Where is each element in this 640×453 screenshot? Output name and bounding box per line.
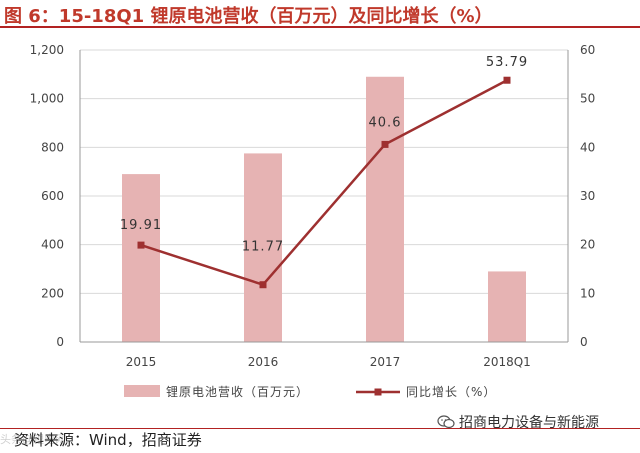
y-left-tick-label: 600 xyxy=(41,189,64,203)
chart-title-bar: 图 6：15-18Q1 锂原电池营收（百万元）及同比增长（%） xyxy=(0,0,640,28)
x-tick-label: 2016 xyxy=(248,355,279,369)
data-label: 40.6 xyxy=(369,115,402,130)
grid-lines xyxy=(80,49,568,294)
legend: 锂原电池营收（百万元） 同比增长（%） xyxy=(124,384,496,399)
y-left-tick-label: 1,200 xyxy=(30,43,64,57)
y-left-tick-label: 1,000 xyxy=(30,92,64,106)
bar xyxy=(488,271,526,342)
legend-swatch-bar xyxy=(124,385,160,397)
x-tick-label: 2017 xyxy=(370,355,401,369)
y-right-tick-label: 0 xyxy=(580,335,588,349)
y-left-tick-label: 0 xyxy=(56,335,64,349)
y-right-tick-label: 30 xyxy=(580,189,595,203)
chart-title: 图 6：15-18Q1 锂原电池营收（百万元）及同比增长（%） xyxy=(4,6,493,27)
data-label: 53.79 xyxy=(486,55,528,70)
y-left-tick-label: 800 xyxy=(41,140,64,154)
x-tick-label: 2018Q1 xyxy=(483,355,531,369)
y-right-tick-label: 20 xyxy=(580,238,595,252)
bar xyxy=(122,174,160,342)
growth-line xyxy=(140,79,508,287)
line-series xyxy=(137,76,511,289)
legend-label-line: 同比增长（%） xyxy=(406,385,496,399)
y-right-tick-label: 50 xyxy=(580,92,595,106)
growth-point xyxy=(259,281,267,289)
y-right-tick-label: 10 xyxy=(580,286,595,300)
data-label: 11.77 xyxy=(242,240,284,255)
data-label: 19.91 xyxy=(120,218,162,233)
source-note: 资料来源：Wind，招商证券 xyxy=(14,431,202,449)
y-right-tick-label: 60 xyxy=(580,43,595,57)
legend-swatch-marker xyxy=(374,388,382,396)
bar xyxy=(244,153,282,342)
data-labels: 19.91 11.77 40.6 53.79 xyxy=(120,55,528,255)
x-tick-label: 2015 xyxy=(126,355,157,369)
wechat-icon xyxy=(437,415,455,429)
brand-name: 招商电力设备与新能源 xyxy=(459,415,599,431)
bar-series xyxy=(122,76,526,343)
growth-point xyxy=(503,76,511,84)
source-divider xyxy=(0,428,640,429)
watermark: 头条@锂电网 xyxy=(0,433,66,446)
axes: 0 200 400 600 800 1,000 1,200 0 10 20 30 40 50 60 2015… xyxy=(30,43,596,369)
bar xyxy=(366,76,404,343)
y-left-tick-label: 400 xyxy=(41,238,64,252)
y-left-tick-label: 200 xyxy=(41,286,64,300)
y-right-tick-label: 40 xyxy=(580,140,595,154)
growth-point xyxy=(137,241,145,249)
brand-badge: 招商电力设备与新能源 xyxy=(437,412,599,432)
growth-point xyxy=(381,140,389,148)
legend-label-bar: 锂原电池营收（百万元） xyxy=(166,384,309,399)
